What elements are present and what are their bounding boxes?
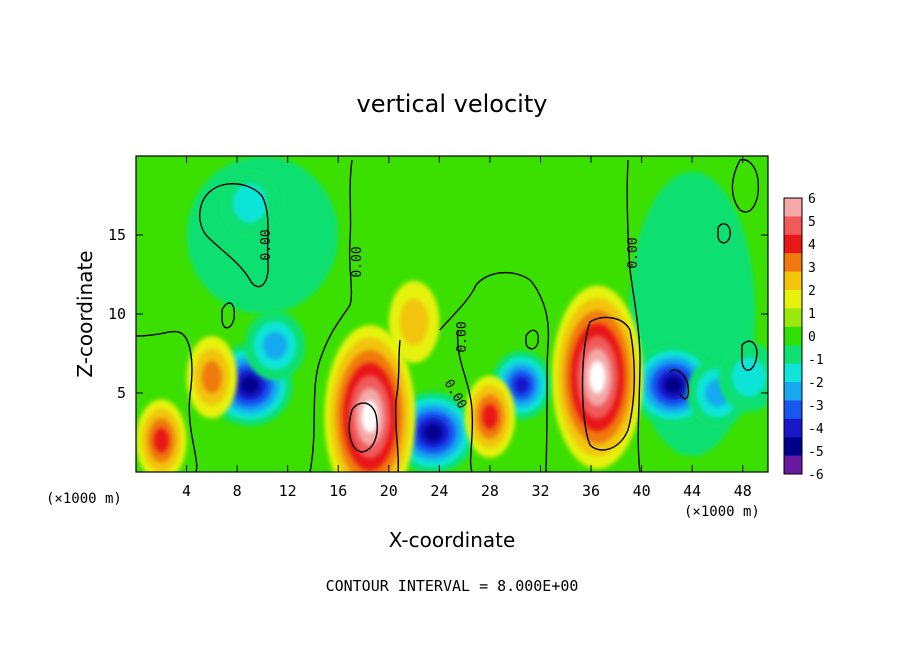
updraft-band — [399, 298, 429, 346]
contour-label: 0.00 — [455, 321, 470, 352]
downdraft-band — [424, 424, 442, 441]
colorbar-label: 0 — [808, 330, 816, 345]
colorbar-swatch — [784, 308, 802, 328]
y-tick-label: 15 — [108, 226, 126, 244]
colorbar-label: 3 — [808, 261, 816, 276]
x-tick-label: 12 — [279, 482, 297, 500]
colorbar: 6 5 4 3 2 1 0 -1 -2 -3 -4 -5 -6 — [783, 192, 824, 483]
x-tick-label: 48 — [734, 482, 752, 500]
colorbar-label: 1 — [808, 307, 816, 322]
contour-labels: 0.00 — [626, 237, 641, 268]
colorbar-label: 4 — [808, 238, 816, 253]
colorbar-swatch — [784, 400, 802, 420]
colorbar-swatch — [784, 326, 802, 346]
contour-line — [581, 316, 635, 451]
y-axis-label: Z-coordinate — [73, 250, 97, 377]
x-tick-label: 36 — [582, 482, 600, 500]
colorbar-swatch — [784, 418, 802, 438]
updraft-band — [482, 404, 498, 430]
colorbar-swatch — [784, 253, 802, 273]
contour-line — [525, 329, 540, 350]
contour-line — [221, 302, 236, 329]
contour-line — [136, 330, 198, 472]
colorbar-label: 5 — [808, 215, 816, 230]
x-tick-label: 40 — [633, 482, 651, 500]
colorbar-swatch — [784, 345, 802, 365]
x-tick-label: 4 — [182, 482, 191, 500]
contour-line — [731, 158, 759, 213]
contour-line — [669, 369, 690, 400]
colorbar-frame — [783, 197, 803, 475]
x-tick-label: 8 — [233, 482, 242, 500]
updraft-band — [589, 360, 606, 394]
updraft-band — [153, 427, 169, 453]
downdraft-band — [664, 376, 683, 394]
contour-interval-note: CONTOUR INTERVAL = 8.000E+00 — [326, 577, 579, 595]
colorbar-label: -5 — [808, 445, 824, 460]
contour-labels: 0.00 — [259, 229, 274, 260]
contour-line — [199, 183, 269, 288]
contour-line — [456, 329, 474, 472]
zero-contours — [136, 158, 759, 472]
x-unit-left: (×1000 m) — [46, 491, 122, 507]
x-tick-label: 16 — [329, 482, 347, 500]
colorbar-label: -3 — [808, 399, 824, 414]
contour-line — [741, 340, 758, 371]
x-tick-label: 20 — [380, 482, 398, 500]
downdraft-band — [240, 376, 259, 394]
contour-line — [439, 272, 550, 472]
contour-line — [626, 159, 641, 472]
x-tick-label: 24 — [430, 482, 448, 500]
contour-labels: 0.00 — [455, 321, 470, 352]
x-axis-label: X-coordinate — [389, 528, 516, 552]
contour-line — [394, 339, 401, 472]
y-tick-label: 10 — [108, 305, 126, 323]
downdraft-band — [731, 357, 767, 397]
colorbar-swatch — [784, 455, 802, 475]
contour-line — [717, 223, 731, 244]
y-axis-ticks: 5 10 15 — [108, 226, 768, 402]
downdraft-band — [232, 183, 267, 224]
colorbar-swatch — [784, 437, 802, 457]
colorbar-label: -4 — [808, 422, 824, 437]
contour-line — [348, 402, 378, 453]
colorbar-swatch — [784, 198, 802, 217]
colorbar-swatch — [784, 382, 802, 401]
colorbar-label: -1 — [808, 353, 824, 368]
colorbar-label: 6 — [808, 192, 816, 207]
colorbar-swatch — [784, 271, 802, 291]
x-tick-label: 32 — [531, 482, 549, 500]
x-tick-label: 44 — [683, 482, 701, 500]
colorbar-swatch — [784, 363, 802, 383]
colorbar-label: -6 — [808, 468, 824, 483]
x-tick-label: 28 — [481, 482, 499, 500]
contour-label: 0.00 — [350, 246, 365, 277]
x-unit-right: (×1000 m) — [684, 504, 760, 520]
contour-label: 0.00 — [259, 229, 274, 260]
colorbar-label: -2 — [808, 376, 824, 391]
downdraft-band — [263, 331, 287, 360]
chart-title: vertical velocity — [357, 90, 548, 118]
contour-label: 0.00 — [626, 237, 641, 268]
colorbar-swatch — [784, 290, 802, 309]
updraft-band — [201, 361, 222, 394]
y-tick-label: 5 — [117, 384, 126, 402]
colorbar-swatch — [784, 234, 802, 254]
colorbar-label: 2 — [808, 284, 816, 299]
colorbar-swatch — [784, 216, 802, 236]
downdraft-band — [514, 376, 529, 394]
x-axis-ticks: 4 8 12 16 20 24 28 32 36 40 44 48 — [182, 156, 752, 500]
contour-line — [309, 159, 353, 472]
contour-labels: 0.00 — [350, 246, 365, 277]
